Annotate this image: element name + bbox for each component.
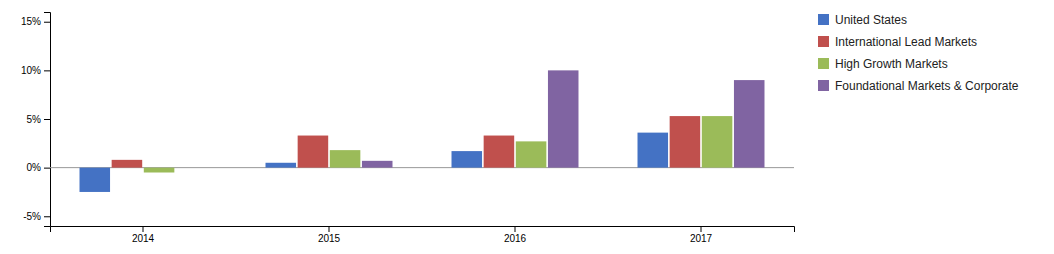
y-tick-mark [44,119,50,120]
plot: -5% 0% 5% 10% 15% 2014 2015 2016 2017 [21,13,795,245]
legend-label: High Growth Markets [835,57,948,71]
series [112,116,701,168]
x-tick: 2017 [690,226,713,244]
legend-item: International Lead Markets [818,35,977,49]
legend-label: International Lead Markets [835,35,977,49]
bar [298,136,329,168]
bar [702,116,733,168]
y-tick-label: -5% [23,211,41,222]
x-tick: 2014 [132,226,155,244]
bar [330,150,361,168]
series [144,116,733,172]
legend: United States International Lead Markets H… [818,13,1019,93]
bar [80,168,111,192]
y-tick: 15% [21,16,50,27]
y-tick-mark [44,22,50,23]
y-tick-mark [44,168,50,169]
y-tick-mark [44,216,50,217]
x-tick-mark [701,226,702,232]
bar [176,167,207,168]
y-tick: 10% [21,65,50,76]
legend-swatch [818,36,829,47]
bar [112,160,143,168]
y-tick-label: 5% [27,114,42,125]
bar [548,70,579,167]
x-axis-line [51,227,795,233]
series [362,70,765,167]
bar [266,163,297,168]
legend-item: High Growth Markets [818,57,948,71]
y-tick-label: 0% [27,162,42,173]
y-tick: 5% [27,114,50,125]
x-tick-mark [143,226,144,232]
y-tick: -5% [23,211,50,222]
x-tick: 2015 [318,226,341,244]
bar [452,151,483,168]
x-tick-mark [515,226,516,232]
series [80,133,669,192]
y-tick: 0% [27,162,50,173]
legend-swatch [818,58,829,69]
x-axis: 2014 2015 2016 2017 [51,226,795,244]
x-tick: 2016 [504,226,527,244]
bars [50,70,794,192]
bar [362,161,393,168]
x-tick-label: 2014 [132,233,155,244]
x-tick-label: 2016 [504,233,527,244]
bar [734,80,765,168]
x-tick-label: 2015 [318,233,341,244]
x-tick-label: 2017 [690,233,713,244]
legend-swatch [818,80,829,91]
bar [484,136,515,168]
x-tick-mark [329,226,330,232]
bar [670,116,701,168]
bar [516,141,547,167]
legend-item: United States [818,13,907,27]
y-tick-mark [44,70,50,71]
legend-item: Foundational Markets & Corporate [818,79,1019,93]
y-axis: -5% 0% 5% 10% 15% [21,13,51,227]
legend-swatch [818,14,829,25]
bar [144,168,175,173]
bar [638,133,669,168]
legend-label: United States [835,13,907,27]
legend-label: Foundational Markets & Corporate [835,79,1019,93]
y-tick-label: 15% [21,16,41,27]
y-axis-line [44,13,51,227]
chart: -5% 0% 5% 10% 15% 2014 2015 2016 2017 United Stat… [0,0,1054,254]
y-tick-label: 10% [21,65,41,76]
